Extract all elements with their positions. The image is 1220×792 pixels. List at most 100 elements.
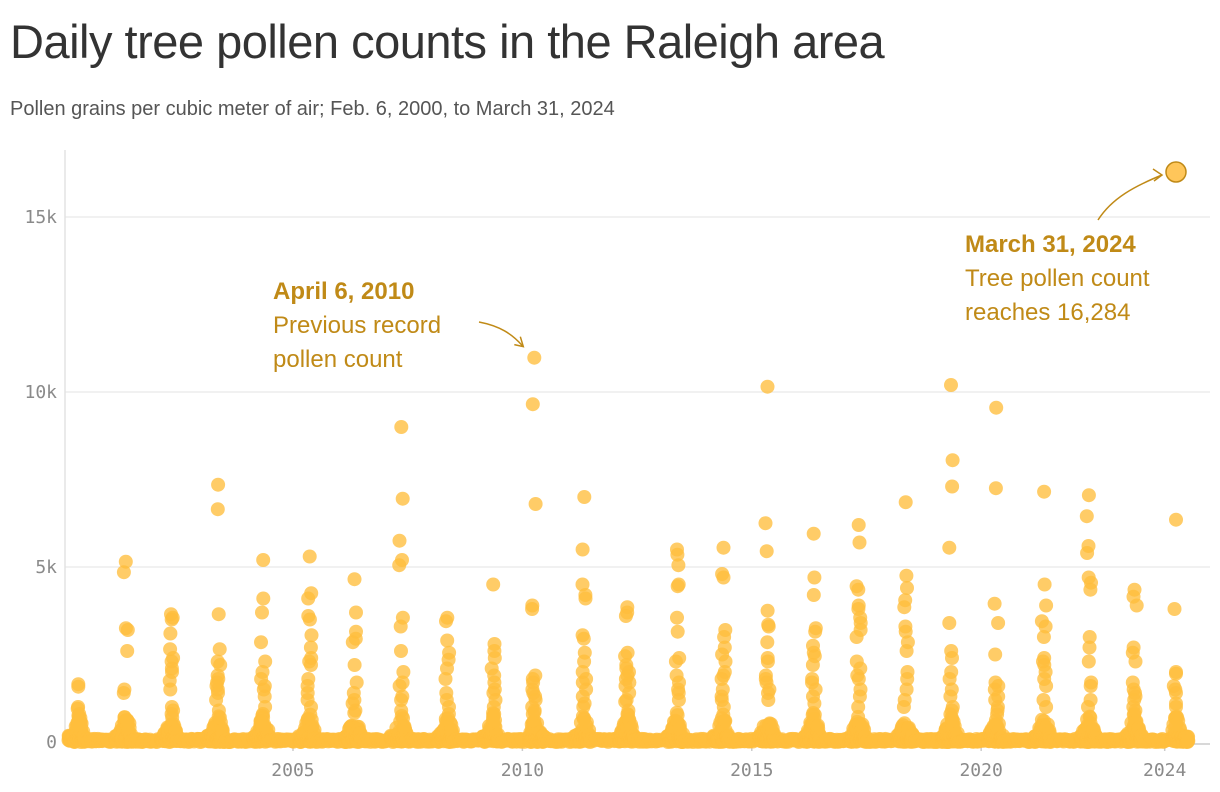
daily-count-point (525, 707, 540, 721)
daily-count-point (987, 596, 1002, 611)
daily-count-point (256, 591, 271, 606)
daily-count-point (440, 661, 454, 676)
daily-count-point (760, 654, 775, 669)
daily-count-point (807, 707, 822, 722)
annotation-heading: March 31, 2024 (965, 231, 1136, 258)
daily-count-point (302, 612, 317, 627)
chart-subtitle: Pollen grains per cubic meter of air; Fe… (10, 98, 615, 120)
daily-count-point (163, 626, 178, 641)
daily-count-point (991, 616, 1006, 630)
daily-count-point (900, 581, 914, 595)
daily-count-point (760, 603, 775, 618)
daily-count-point (899, 568, 914, 583)
daily-count-point (1169, 512, 1183, 527)
daily-count-point (899, 644, 914, 658)
daily-count-point (392, 558, 407, 573)
daily-count-point (1129, 598, 1144, 613)
daily-count-point (211, 477, 226, 492)
daily-count-point (1169, 700, 1183, 714)
record-point (1165, 161, 1187, 183)
daily-count-point (942, 540, 957, 555)
annotation-heading: April 6, 2010 (273, 278, 414, 305)
daily-count-point (301, 591, 316, 606)
daily-count-point (527, 350, 542, 365)
daily-count-point (525, 397, 540, 412)
daily-count-point (303, 640, 318, 655)
daily-count-point (439, 614, 453, 629)
daily-count-point (393, 619, 408, 634)
daily-count-point (990, 703, 1005, 718)
daily-count-point (304, 628, 319, 643)
daily-count-point (525, 602, 540, 616)
daily-count-point (120, 644, 135, 658)
daily-count-point (807, 570, 822, 585)
annotations: April 6, 2010 Previous record pollen count… (273, 168, 1164, 373)
daily-count-point (71, 679, 86, 694)
daily-count-point (1039, 700, 1054, 714)
daily-count-point (718, 654, 733, 669)
daily-count-point (392, 679, 407, 693)
data-points (61, 161, 1196, 749)
daily-count-point (897, 600, 912, 615)
daily-count-point (668, 654, 683, 669)
daily-count-point (486, 577, 501, 592)
daily-count-point (1128, 654, 1143, 669)
daily-count-point (302, 549, 317, 564)
annotation-line: pollen count (273, 346, 403, 373)
daily-count-point (1169, 717, 1183, 732)
daily-count-point (942, 672, 957, 686)
daily-count-point (806, 526, 821, 541)
daily-count-point (212, 710, 227, 725)
daily-count-point (900, 672, 915, 686)
gridlines (65, 216, 1210, 568)
daily-count-point (945, 453, 960, 468)
daily-count-point (577, 490, 592, 504)
daily-count-point (575, 577, 590, 592)
daily-count-point (808, 624, 823, 639)
daily-count-point (394, 703, 409, 718)
daily-count-point (396, 665, 411, 679)
daily-count-point (716, 700, 731, 714)
daily-count-point (255, 605, 269, 620)
daily-count-point (621, 703, 636, 718)
daily-count-point (116, 565, 131, 580)
daily-count-point (851, 518, 866, 532)
daily-count-point (670, 624, 685, 639)
daily-count-point (1039, 598, 1054, 613)
daily-count-point (1081, 700, 1095, 714)
y-tick-label: 15k (24, 207, 57, 228)
daily-count-point (1083, 679, 1098, 693)
daily-count-point (528, 497, 543, 511)
annotation-line: Tree pollen count (965, 265, 1150, 292)
daily-count-point (348, 703, 363, 718)
daily-count-point (1038, 619, 1053, 634)
daily-count-point (120, 623, 135, 637)
daily-count-point (851, 672, 866, 686)
daily-count-point (392, 533, 407, 548)
daily-count-point (209, 693, 224, 707)
daily-count-point (164, 707, 179, 721)
daily-count-point (349, 605, 363, 620)
daily-count-point (1036, 630, 1051, 644)
daily-count-point (942, 616, 957, 630)
x-tick-label: 2020 (959, 760, 1002, 781)
daily-count-point (1082, 630, 1097, 644)
y-tick-label: 5k (35, 557, 57, 578)
daily-count-point (989, 400, 1004, 415)
daily-count-point (345, 635, 360, 650)
daily-count-point (163, 682, 178, 697)
daily-count-point (212, 642, 227, 657)
daily-count-point (761, 619, 776, 634)
daily-count-point (394, 693, 409, 707)
daily-count-point (304, 658, 318, 672)
daily-count-point (254, 714, 269, 728)
daily-count-point (254, 635, 268, 650)
daily-count-point (577, 654, 592, 669)
daily-count-point (851, 582, 866, 597)
daily-count-point (1079, 509, 1094, 524)
daily-count-point (1037, 484, 1052, 499)
daily-count-point (257, 689, 272, 704)
daily-count-point (347, 658, 362, 672)
daily-count-point (670, 579, 685, 594)
